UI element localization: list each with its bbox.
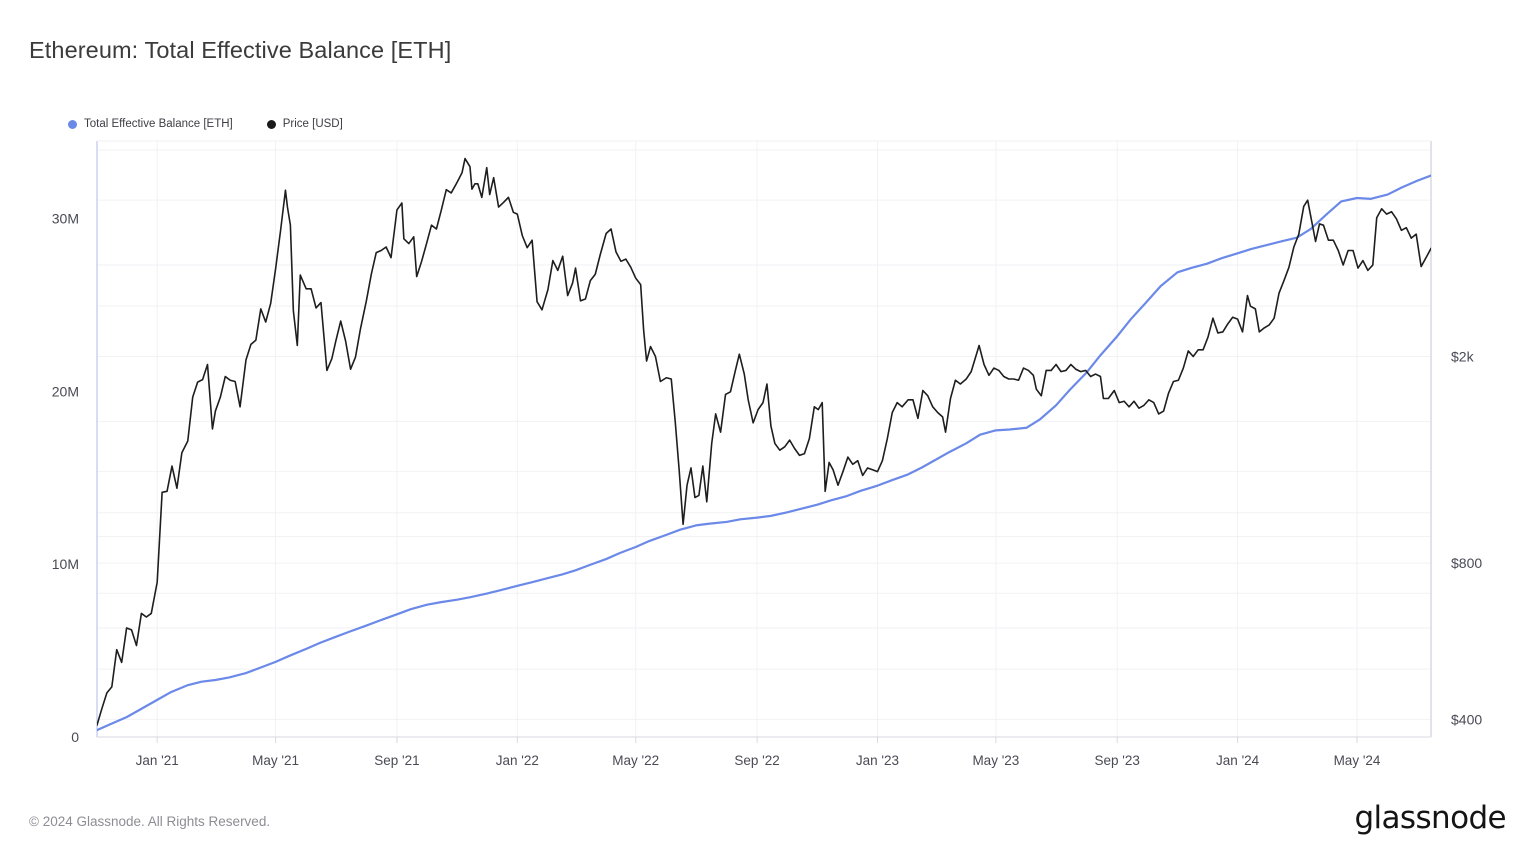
page-title: Ethereum: Total Effective Balance [ETH]: [29, 37, 452, 63]
series-line-price-usd: [97, 157, 1431, 726]
x-axis-tick-label: Jan '24: [1216, 753, 1260, 768]
x-axis-tick-label: Jan '23: [856, 753, 899, 768]
x-axis-tick-label: Sep '23: [1095, 753, 1140, 768]
copyright-text: © 2024 Glassnode. All Rights Reserved.: [29, 814, 271, 829]
x-axis-tick-label: Sep '21: [374, 753, 419, 768]
y-axis-left-tick-label: 0: [71, 729, 79, 745]
x-axis-tick-label: May '21: [252, 753, 299, 768]
y-axis-right-tick-label: $800: [1451, 555, 1482, 571]
x-axis-tick-label: Sep '22: [734, 753, 779, 768]
y-axis-left-tick-label: 10M: [52, 556, 79, 572]
legend-item-total-effective-balance[interactable]: Total Effective Balance [ETH]: [68, 118, 233, 130]
circle-dot-icon: [266, 119, 276, 129]
x-axis-tick-label: May '24: [1334, 753, 1381, 768]
legend-item-price[interactable]: Price [USD]: [266, 118, 343, 130]
glassnode-logo: glassnode: [1354, 800, 1506, 836]
y-axis-right-tick-label: $400: [1451, 711, 1482, 727]
x-axis-tick-label: May '23: [972, 753, 1019, 768]
chart-legend: Total Effective Balance [ETH] Price [USD…: [68, 118, 343, 130]
x-axis-tick-label: Jan '21: [136, 753, 179, 768]
y-axis-left-tick-label: 20M: [52, 383, 79, 399]
y-axis-right-tick-label: $2k: [1451, 348, 1475, 364]
y-axis-left-tick-label: 30M: [52, 211, 79, 227]
circle-dot-icon: [68, 119, 77, 129]
x-axis-tick-label: May '22: [612, 753, 659, 768]
x-axis-tick-label: Jan '22: [496, 753, 539, 768]
legend-label-price: Price [USD]: [282, 118, 343, 130]
legend-label-total-effective-balance: Total Effective Balance [ETH]: [84, 118, 233, 130]
series-line-total-effective-balance-eth: [97, 174, 1431, 732]
